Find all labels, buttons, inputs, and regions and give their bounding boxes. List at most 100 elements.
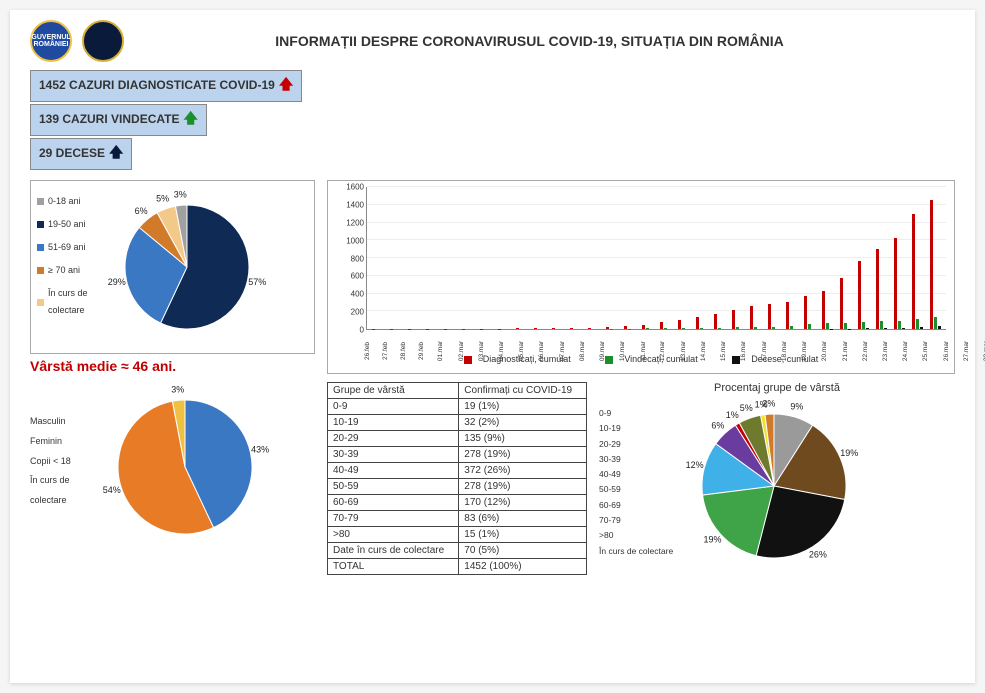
bar-group [495,187,513,329]
bar-group [549,187,567,329]
svg-text:29%: 29% [108,277,126,287]
bar-group [872,187,890,329]
x-tick: 25.mar [923,341,945,361]
table-row: 0-919 (1%) [328,399,587,415]
x-tick: 09.mar [599,341,621,361]
bar-group [764,187,782,329]
table-row: Date în curs de colectare70 (5%) [328,543,587,559]
header: GUVERNUL ROMÂNIEI INFORMAȚII DESPRE CORO… [30,20,955,62]
svg-text:54%: 54% [103,485,121,495]
bar-group [674,187,692,329]
x-axis: 26.feb27.feb28.feb29.feb01.mar02.mar03.m… [366,330,946,352]
x-tick: 16.mar [740,341,762,361]
table-row: 30-39278 (19%) [328,447,587,463]
svg-text:9%: 9% [790,402,803,412]
bar-group [800,187,818,329]
svg-text:26%: 26% [809,550,827,560]
svg-text:2%: 2% [762,399,775,409]
th: Confirmați cu COVID-19 [459,383,587,399]
x-tick: 15.mar [720,341,742,361]
x-tick: 10.mar [620,341,642,361]
stat-recovered-label: 139 CAZURI VINDECATE [39,112,179,126]
legend-item: 51-69 ani [37,239,107,256]
page: GUVERNUL ROMÂNIEI INFORMAȚII DESPRE CORO… [10,10,975,683]
x-tick: 07.mar [559,341,581,361]
gov-logo: GUVERNUL ROMÂNIEI [30,20,72,62]
legend-item: Feminin [30,432,100,452]
x-tick: 19.mar [801,341,823,361]
legend-item: În curs de colectare [30,471,100,511]
bar-group [567,187,585,329]
legend-item: 0-9 [599,406,684,421]
bar-group [908,187,926,329]
stat-deaths: 29 DECESE 🡅 [30,138,132,170]
svg-text:6%: 6% [711,421,724,431]
x-tick: 14.mar [700,341,722,361]
table-row: 20-29135 (9%) [328,431,587,447]
svg-text:19%: 19% [840,448,858,458]
legend-item: 19-50 ani [37,216,107,233]
x-tick: 24.mar [902,341,924,361]
bar-group [441,187,459,329]
x-tick: 03.mar [478,341,500,361]
bar-group [728,187,746,329]
arrow-up-icon: 🡅 [109,142,123,166]
table-row: >8015 (1%) [328,527,587,543]
x-tick: 22.mar [862,341,884,361]
x-tick: 18.mar [781,341,803,361]
table-row: 10-1932 (2%) [328,415,587,431]
bar-group [603,187,621,329]
x-tick: 05.mar [518,341,540,361]
bar-group [639,187,657,329]
svg-text:5%: 5% [740,403,753,413]
svg-text:57%: 57% [248,277,266,287]
svg-text:3%: 3% [174,190,187,200]
svg-text:19%: 19% [703,535,721,545]
bar-group [692,187,710,329]
svg-text:43%: 43% [251,445,269,455]
legend-item: ≥ 70 ani [37,262,107,279]
table-row: 60-69170 (12%) [328,495,587,511]
x-tick: 12.mar [660,341,682,361]
stat-deaths-label: 29 DECESE [39,146,105,160]
bar-group [890,187,908,329]
legend-item: >80 [599,528,684,543]
bar-group [710,187,728,329]
page-title: INFORMAȚII DESPRE CORONAVIRUSUL COVID-19… [104,33,955,49]
svg-text:5%: 5% [156,194,169,204]
x-tick: 02.mar [458,341,480,361]
legend-item: 40-49 [599,467,684,482]
age-pie-panel: 0-18 ani19-50 ani51-69 ani≥ 70 aniÎn cur… [30,180,315,374]
legend-item: 70-79 [599,513,684,528]
y-axis: 02004006008001000120014001600 [336,187,366,330]
arrow-up-icon: 🡅 [279,74,293,98]
gender-pie-legend: MasculinFemininCopii < 18În curs de cole… [30,382,100,576]
gender-pie-panel: MasculinFemininCopii < 18În curs de cole… [30,382,315,576]
legend-item: 30-39 [599,452,684,467]
bar-group [531,187,549,329]
legend-item: 0-18 ani [37,193,107,210]
x-tick: 26.mar [943,341,965,361]
bar-group [782,187,800,329]
svg-text:12%: 12% [686,460,704,470]
bar-group [621,187,639,329]
bar-group [585,187,603,329]
bar-group [405,187,423,329]
age-pct-pie-panel: Procentaj grupe de vârstă 0-910-1920-293… [599,382,955,576]
bar-group [477,187,495,329]
svg-text:1%: 1% [726,410,739,420]
bars [367,187,946,329]
bar-group [423,187,441,329]
svg-text:3%: 3% [171,385,184,395]
stat-diagnosed: 1452 CAZURI DIAGNOSTICATE COVID-19 🡅 [30,70,302,102]
age-table: Grupe de vârstăConfirmați cu COVID-190-9… [327,382,587,576]
x-tick: 08.mar [579,341,601,361]
stat-diagnosed-label: 1452 CAZURI DIAGNOSTICATE COVID-19 [39,78,275,92]
legend-item: Masculin [30,412,100,432]
cumulative-bar-chart: 02004006008001000120014001600 [327,180,955,374]
pie3-title: Procentaj grupe de vârstă [599,382,955,394]
x-tick: 13.mar [680,341,702,361]
x-tick: 06.mar [539,341,561,361]
legend-item: 60-69 [599,498,684,513]
bar-group [657,187,675,329]
